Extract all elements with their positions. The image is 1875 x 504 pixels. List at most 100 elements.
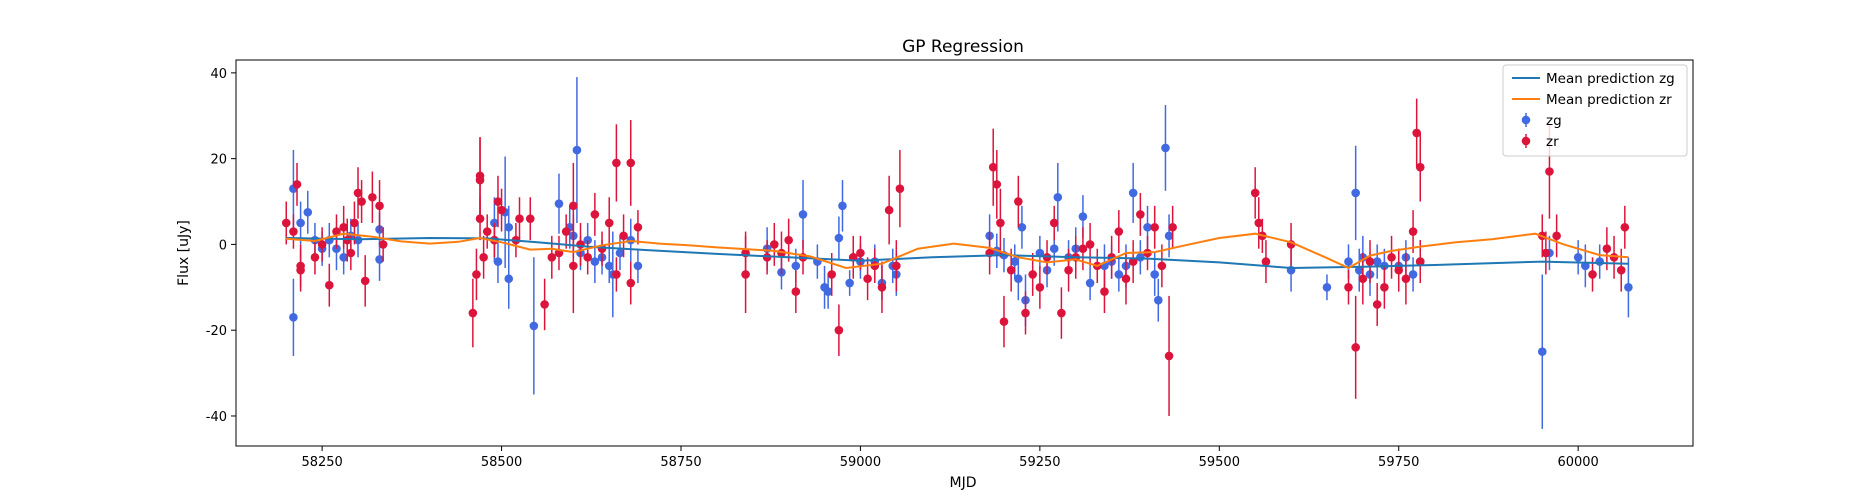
data-point-zr [1412,128,1421,138]
data-point-zr [1344,283,1353,292]
legend-label-mean-zr: Mean prediction zr [1546,92,1672,108]
data-point-zr [310,252,320,262]
data-point-zg [1078,212,1088,221]
x-tick-label: 58500 [481,455,522,470]
data-point-zr [540,300,549,309]
data-point-zr [1545,167,1554,176]
data-point-zr [583,252,592,262]
x-tick-label: 58250 [301,455,342,470]
data-point-zr [1602,244,1612,254]
data-point-zr [296,265,305,275]
data-point-zr [1401,274,1411,284]
data-point-zg [633,261,643,271]
data-point-zr [604,218,614,228]
data-point-zg [838,201,847,211]
data-point-zg [1010,257,1020,266]
data-point-zr [1049,218,1059,228]
data-point-zr [561,227,571,236]
data-point-zr [569,201,578,211]
data-point-zr [375,201,384,211]
data-point-zr [996,218,1005,228]
y-tick-label: -20 [206,324,227,339]
data-point-zg [1143,222,1152,232]
x-axis-label: MJD [950,475,977,491]
data-point-zg [1164,231,1174,241]
data-point-zr [770,240,779,249]
data-point-zr [497,205,506,215]
data-point-zr [525,214,535,223]
data-point-zg [1049,244,1059,254]
data-point-zr [1351,343,1360,352]
data-point-zg [1408,270,1418,279]
data-point-zr [357,197,366,206]
data-point-zg [529,321,539,331]
data-point-zr [1415,162,1425,172]
data-point-zr [863,274,872,284]
data-point-zr [762,252,772,262]
data-point-zg [615,248,625,258]
data-point-zr [1121,274,1131,284]
data-point-zg [289,313,298,322]
data-point-zr [1057,308,1066,318]
data-point-zr [1380,283,1389,292]
y-tick-label: 0 [219,238,227,253]
data-point-zg [1537,347,1547,356]
data-point-zr [547,252,557,262]
data-point-zr [1365,257,1375,266]
data-point-zr [895,184,905,193]
data-point-zr [988,162,998,172]
data-point-zr [612,158,621,168]
data-point-zr [353,188,363,198]
data-point-zr [346,248,356,258]
data-point-zg [296,218,305,228]
data-point-zr [468,308,478,318]
data-point-zg [339,252,348,262]
data-point-zr [1164,351,1174,361]
data-point-zr [1168,222,1177,232]
data-point-zr [999,317,1009,326]
legend-box [1502,64,1688,157]
data-point-zg [604,261,614,271]
data-point-zr [1006,265,1016,275]
data-point-zg [303,207,313,217]
legend-marker-zr [1521,134,1531,148]
data-point-zr [493,197,503,206]
data-point-zr [515,214,524,223]
data-point-zg [493,257,503,266]
data-point-zg [504,274,514,284]
data-point-zr [325,280,334,290]
data-point-zr [784,235,793,245]
data-point-zr [281,218,291,228]
data-point-zr [590,210,600,219]
data-point-zr [479,252,488,262]
data-point-zr [626,278,636,288]
data-point-zr [378,240,388,249]
data-point-zr [1387,252,1396,262]
x-axis: 58250 58500 58750 59000 59250 59500 59750 60000 [301,446,1599,470]
data-point-zr [1157,261,1167,271]
data-point-zr [619,231,628,241]
data-point-zr [360,276,370,286]
data-point-zr [1028,270,1037,279]
data-point-zr [332,227,341,236]
legend-label-zr: zr [1546,134,1559,150]
data-point-zg [1053,192,1063,202]
y-axis-label: Flux [uJy] [176,220,192,286]
data-point-zg [590,257,600,266]
legend-label-mean-zg: Mean prediction zg [1546,71,1675,87]
legend: Mean prediction zg Mean prediction zr zg… [1502,64,1688,157]
data-point-zr [569,261,578,271]
data-point-zr [1100,287,1109,296]
data-point-zr [472,270,481,279]
data-point-zr [1085,240,1095,249]
data-point-zg [791,261,801,271]
data-point-zg [1573,252,1583,262]
data-point-zr [339,222,348,232]
data-point-zr [1114,227,1124,236]
data-point-zr [289,227,298,236]
x-tick-label: 59000 [840,455,881,470]
data-point-zg [834,233,844,243]
data-point-zg [1153,295,1163,305]
data-point-zr [1616,265,1626,275]
